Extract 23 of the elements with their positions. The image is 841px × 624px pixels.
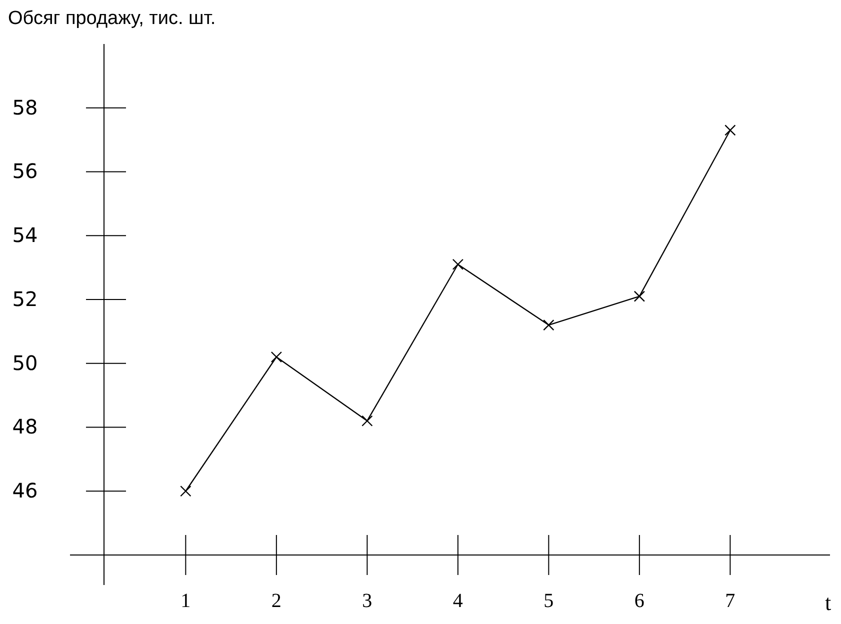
x-axis-title: t <box>824 590 832 615</box>
x-tick-label: 7 <box>725 590 736 612</box>
x-tick-label: 6 <box>634 590 644 612</box>
point <box>362 415 373 426</box>
point <box>180 486 192 497</box>
y-tick-label: 56 <box>12 159 38 184</box>
y-tick-label: 50 <box>12 350 38 375</box>
y-tick-label: 58 <box>12 95 38 120</box>
point <box>724 124 736 136</box>
point <box>634 290 646 302</box>
x-tick-label: 3 <box>362 590 372 612</box>
y-tick-label: 52 <box>12 286 38 311</box>
x-tick-label: 1 <box>180 590 191 612</box>
y-tick-label: 46 <box>12 478 38 503</box>
point <box>270 351 282 363</box>
y-axis-title: Обсяг продажу, тис. шт. <box>8 8 216 29</box>
point <box>543 319 554 331</box>
x-tick-label: 2 <box>271 590 282 612</box>
x-tick-label: 5 <box>544 590 554 612</box>
y-tick-label: 54 <box>12 223 38 248</box>
x-tick-label: 4 <box>452 590 463 612</box>
y-tick-label: 48 <box>12 414 38 439</box>
point <box>452 258 464 270</box>
